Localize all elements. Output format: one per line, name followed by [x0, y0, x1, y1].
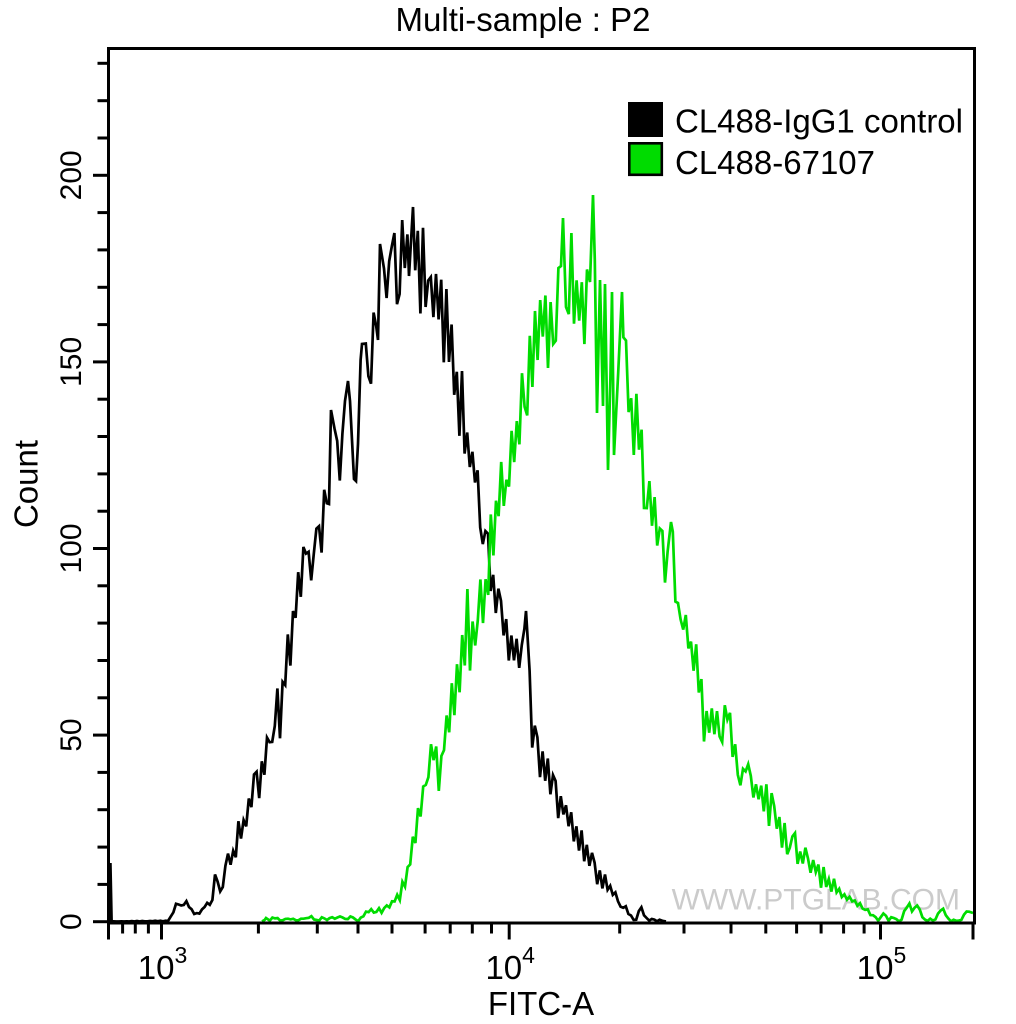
svg-text:50: 50 — [55, 718, 88, 751]
svg-text:FITC-A: FITC-A — [488, 985, 594, 1022]
svg-text:Multi-sample : P2: Multi-sample : P2 — [396, 1, 651, 38]
svg-text:CL488-67107: CL488-67107 — [675, 144, 875, 181]
svg-text:100: 100 — [55, 523, 88, 573]
svg-text:Count: Count — [8, 440, 45, 528]
svg-text:200: 200 — [55, 150, 88, 200]
svg-text:WWW.PTGLAB.COM: WWW.PTGLAB.COM — [672, 884, 960, 917]
svg-text:104: 104 — [485, 942, 535, 986]
svg-text:150: 150 — [55, 337, 88, 387]
svg-text:0: 0 — [55, 913, 88, 930]
svg-text:CL488-IgG1 control: CL488-IgG1 control — [675, 103, 963, 140]
